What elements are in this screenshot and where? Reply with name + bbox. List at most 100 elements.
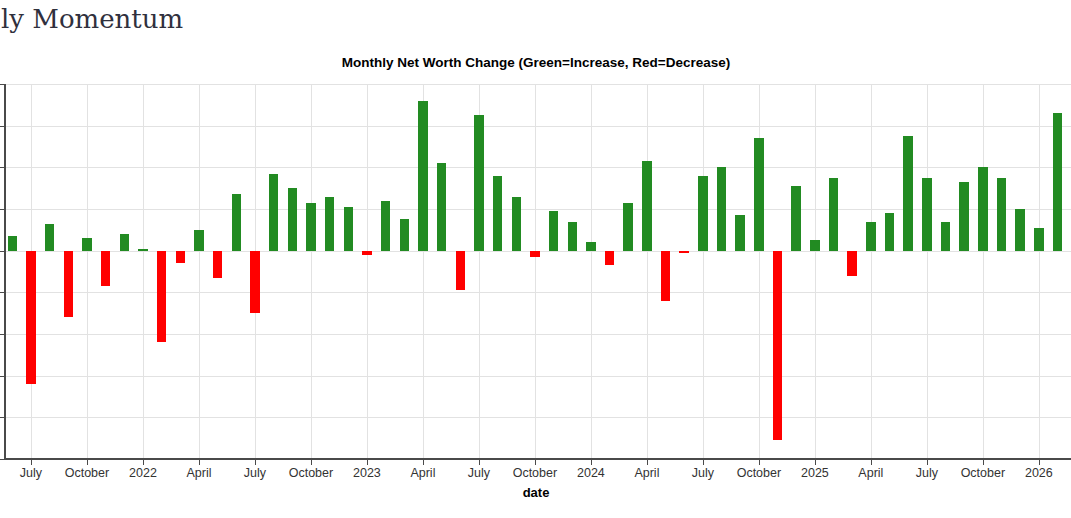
x-gridline bbox=[815, 84, 816, 459]
bar-2022-02[interactable] bbox=[157, 251, 167, 343]
x-axis-tick bbox=[311, 460, 312, 465]
x-axis-tick bbox=[255, 460, 256, 465]
bar-2022-01[interactable] bbox=[138, 249, 148, 250]
x-gridline bbox=[311, 84, 312, 459]
x-tick-label: July bbox=[468, 466, 490, 480]
bar-2023-08[interactable] bbox=[493, 176, 503, 251]
bar-2022-03[interactable] bbox=[176, 251, 186, 264]
bar-2023-02[interactable] bbox=[381, 201, 391, 251]
bar-2025-11[interactable] bbox=[997, 178, 1007, 251]
bar-2026-02[interactable] bbox=[1053, 113, 1063, 251]
bar-2025-07[interactable] bbox=[922, 178, 932, 251]
bar-2025-12[interactable] bbox=[1015, 209, 1025, 251]
bar-2023-04[interactable] bbox=[418, 101, 428, 251]
y-axis-line bbox=[4, 84, 6, 459]
bar-2022-07[interactable] bbox=[250, 251, 260, 314]
x-gridline bbox=[927, 84, 928, 459]
bar-2021-12[interactable] bbox=[120, 234, 130, 251]
x-tick-label: April bbox=[634, 466, 659, 480]
x-axis-tick bbox=[591, 460, 592, 465]
bar-2023-05[interactable] bbox=[437, 163, 447, 251]
x-tick-label: 2023 bbox=[353, 466, 381, 480]
bar-2023-07[interactable] bbox=[474, 115, 484, 250]
bar-2024-12[interactable] bbox=[791, 186, 801, 251]
x-gridline bbox=[1039, 84, 1040, 459]
x-axis-tick bbox=[535, 460, 536, 465]
x-axis-tick bbox=[815, 460, 816, 465]
x-gridline bbox=[647, 84, 648, 459]
bar-2024-09[interactable] bbox=[735, 215, 745, 250]
bar-2023-12[interactable] bbox=[568, 222, 578, 251]
x-gridline bbox=[535, 84, 536, 459]
x-axis-tick bbox=[423, 460, 424, 465]
bar-2024-08[interactable] bbox=[717, 167, 727, 250]
x-axis-tick bbox=[703, 460, 704, 465]
bar-2021-08[interactable] bbox=[45, 224, 55, 251]
x-tick-label: October bbox=[65, 466, 109, 480]
x-axis-tick bbox=[647, 460, 648, 465]
bar-2023-10[interactable] bbox=[530, 251, 540, 257]
bar-2024-04[interactable] bbox=[642, 161, 652, 251]
bar-2023-11[interactable] bbox=[549, 211, 559, 251]
y-gridline bbox=[5, 126, 1071, 127]
bar-2021-06[interactable] bbox=[8, 236, 18, 251]
x-axis-tick bbox=[367, 460, 368, 465]
bar-2025-08[interactable] bbox=[941, 222, 951, 251]
x-axis-tick bbox=[983, 460, 984, 465]
bar-2025-05[interactable] bbox=[885, 213, 895, 251]
bar-2022-06[interactable] bbox=[232, 194, 242, 250]
bar-2021-11[interactable] bbox=[101, 251, 111, 286]
y-gridline bbox=[5, 417, 1071, 418]
bar-2022-11[interactable] bbox=[325, 197, 335, 251]
bar-2022-05[interactable] bbox=[213, 251, 223, 278]
bar-2021-09[interactable] bbox=[64, 251, 74, 318]
bar-2021-07[interactable] bbox=[26, 251, 36, 384]
x-axis-title: date bbox=[5, 485, 1067, 500]
bar-2023-03[interactable] bbox=[400, 219, 410, 250]
x-tick-label: 2022 bbox=[129, 466, 157, 480]
bar-2025-02[interactable] bbox=[829, 178, 839, 251]
bar-2024-11[interactable] bbox=[773, 251, 783, 441]
x-gridline bbox=[703, 84, 704, 459]
x-gridline bbox=[367, 84, 368, 459]
x-axis-tick bbox=[1039, 460, 1040, 465]
bar-2022-08[interactable] bbox=[269, 174, 279, 251]
x-axis-tick bbox=[87, 460, 88, 465]
bar-2024-05[interactable] bbox=[661, 251, 671, 301]
bar-2022-09[interactable] bbox=[288, 188, 298, 251]
x-tick-label: July bbox=[692, 466, 714, 480]
bar-2024-01[interactable] bbox=[586, 242, 596, 250]
bar-2023-06[interactable] bbox=[456, 251, 466, 291]
bar-2026-01[interactable] bbox=[1034, 228, 1044, 251]
x-tick-label: April bbox=[186, 466, 211, 480]
x-tick-label: October bbox=[961, 466, 1005, 480]
y-gridline bbox=[5, 84, 1071, 85]
bar-2025-10[interactable] bbox=[978, 167, 988, 250]
bar-2023-09[interactable] bbox=[512, 197, 522, 251]
bar-2022-10[interactable] bbox=[306, 203, 316, 251]
x-tick-label: 2025 bbox=[801, 466, 829, 480]
bar-2024-03[interactable] bbox=[623, 203, 633, 251]
bar-2023-01[interactable] bbox=[362, 251, 372, 255]
bar-2021-10[interactable] bbox=[82, 238, 92, 251]
bar-2022-04[interactable] bbox=[194, 230, 204, 251]
x-tick-label: 2026 bbox=[1025, 466, 1053, 480]
bar-2025-06[interactable] bbox=[903, 136, 913, 251]
bar-2024-07[interactable] bbox=[698, 176, 708, 251]
x-tick-label: October bbox=[737, 466, 781, 480]
bar-2025-04[interactable] bbox=[866, 222, 876, 251]
bar-2024-02[interactable] bbox=[605, 251, 615, 266]
x-tick-label: April bbox=[858, 466, 883, 480]
x-tick-label: July bbox=[916, 466, 938, 480]
bar-2025-01[interactable] bbox=[810, 240, 820, 250]
x-axis-tick bbox=[31, 460, 32, 465]
y-gridline bbox=[5, 376, 1071, 377]
x-gridline bbox=[143, 84, 144, 459]
x-axis-tick bbox=[479, 460, 480, 465]
bar-2025-03[interactable] bbox=[847, 251, 857, 276]
x-tick-label: 2024 bbox=[577, 466, 605, 480]
bar-2024-06[interactable] bbox=[679, 251, 689, 253]
bar-2025-09[interactable] bbox=[959, 182, 969, 251]
bar-2022-12[interactable] bbox=[344, 207, 354, 251]
bar-2024-10[interactable] bbox=[754, 138, 764, 251]
